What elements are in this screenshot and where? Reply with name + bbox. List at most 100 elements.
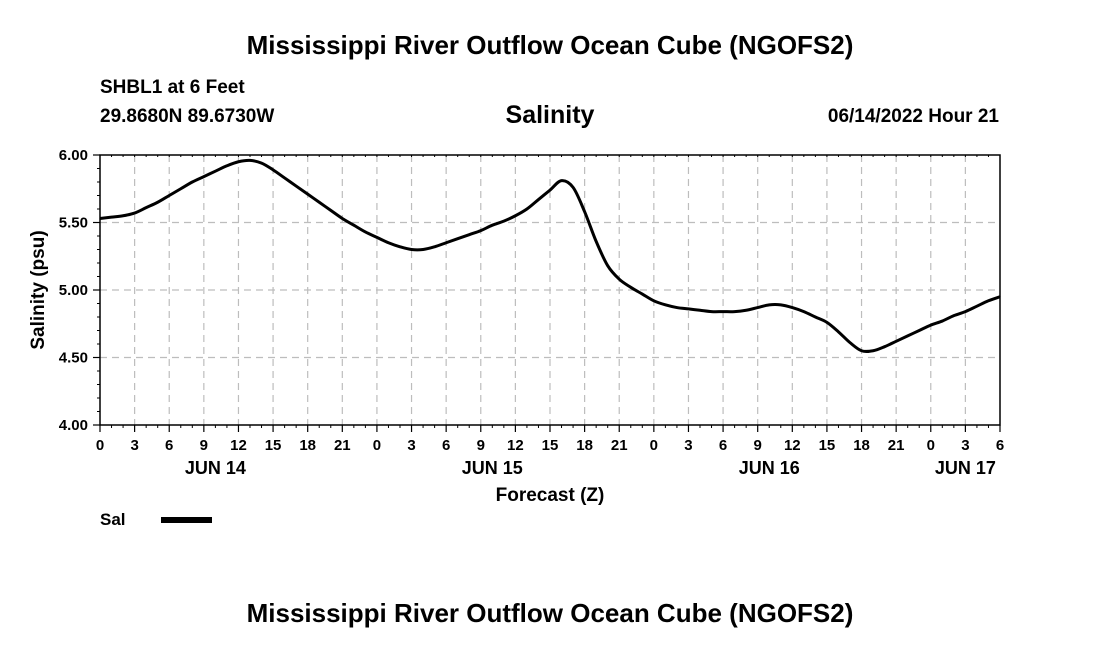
data-point <box>457 238 459 240</box>
x-tick-label: 0 <box>650 437 658 454</box>
x-tick-label: 15 <box>819 437 836 454</box>
data-point <box>330 209 332 211</box>
x-tick-label: 6 <box>165 437 173 454</box>
data-point <box>526 208 528 210</box>
station-label: SHBL1 at 6 Feet <box>100 77 245 98</box>
data-point <box>953 315 955 317</box>
data-point <box>434 246 436 248</box>
data-point <box>791 306 793 309</box>
data-point <box>122 215 124 217</box>
data-point <box>895 340 897 342</box>
data-point <box>145 207 147 209</box>
data-point <box>260 162 263 164</box>
y-tick-label: 6.00 <box>59 147 88 164</box>
x-tick-label: 15 <box>265 437 282 454</box>
data-point <box>803 311 805 313</box>
x-tick-label: 6 <box>719 437 727 454</box>
x-tick-label: 21 <box>611 437 628 454</box>
data-point <box>410 248 413 251</box>
x-tick-label: 3 <box>407 437 415 454</box>
data-point <box>618 278 620 280</box>
x-date-label: JUN 17 <box>935 458 996 478</box>
data-point <box>745 309 747 311</box>
data-point <box>237 161 240 163</box>
x-tick-label: 0 <box>96 437 104 454</box>
x-date-label: JUN 14 <box>185 458 246 478</box>
data-point <box>422 248 424 251</box>
data-point <box>884 346 886 348</box>
data-point <box>353 224 355 226</box>
x-date-label: JUN 16 <box>739 458 800 478</box>
legend-label: Sal <box>100 510 126 529</box>
data-point <box>964 311 966 313</box>
data-point <box>941 320 943 322</box>
grid-layer <box>100 155 1000 425</box>
data-point <box>203 176 205 178</box>
x-tick-label: 18 <box>299 437 316 454</box>
x-tick-label: 3 <box>130 437 138 454</box>
data-point <box>480 230 482 232</box>
data-point <box>191 181 193 183</box>
data-point <box>607 265 609 267</box>
data-point <box>780 304 782 306</box>
data-point <box>214 170 216 172</box>
y-tick-label: 4.00 <box>59 417 88 434</box>
data-point <box>226 165 228 167</box>
data-point <box>445 242 447 244</box>
x-tick-label: 18 <box>576 437 593 454</box>
data-point <box>180 188 182 190</box>
data-point <box>918 329 920 332</box>
data-point <box>514 215 516 217</box>
x-tick-label: 12 <box>230 437 247 454</box>
chart-title: Salinity <box>505 101 595 129</box>
station-coordinates: 29.8680N 89.6730W <box>100 106 275 127</box>
data-point <box>584 211 586 213</box>
data-point <box>687 308 690 310</box>
x-tick-label: 12 <box>784 437 801 454</box>
data-point <box>907 335 909 337</box>
data-point <box>630 286 632 288</box>
data-point <box>387 242 390 244</box>
data-point <box>468 234 470 236</box>
data-point <box>595 240 597 242</box>
chart-main-title: Mississippi River Outflow Ocean Cube (NG… <box>246 30 854 60</box>
data-point <box>168 194 170 197</box>
data-point <box>757 306 759 309</box>
data-point <box>134 212 136 214</box>
x-tick-label: 21 <box>334 437 351 454</box>
data-point <box>710 311 713 313</box>
data-point <box>491 224 493 226</box>
data-point <box>249 159 251 161</box>
legend-swatch <box>161 517 212 523</box>
data-point <box>653 300 655 302</box>
x-tick-label: 0 <box>373 437 381 454</box>
y-tick-label: 5.00 <box>59 282 88 299</box>
y-tick-label: 4.50 <box>59 350 88 367</box>
data-point <box>399 246 401 248</box>
x-tick-label: 9 <box>477 437 485 454</box>
data-point <box>860 350 863 352</box>
data-point <box>376 236 378 238</box>
data-point <box>676 306 678 309</box>
x-axis-label: Forecast (Z) <box>496 485 605 506</box>
tick-layer <box>93 154 1001 432</box>
data-point <box>976 305 978 307</box>
x-tick-label: 9 <box>754 437 762 454</box>
data-point <box>284 177 286 179</box>
data-point <box>837 331 840 333</box>
data-point <box>503 220 505 222</box>
x-tick-label: 9 <box>200 437 208 454</box>
forecast-datetime: 06/14/2022 Hour 21 <box>827 106 999 127</box>
data-point <box>768 304 770 306</box>
data-point <box>814 316 816 318</box>
x-date-label: JUN 15 <box>462 458 523 478</box>
data-point <box>572 186 574 188</box>
x-tick-label: 15 <box>542 437 559 454</box>
data-point <box>641 293 643 295</box>
axis-labels: Forecast (Z) Salinity (psu) 0 3 6 9 12 15 18 21… <box>28 147 1004 506</box>
data-point <box>560 180 563 182</box>
data-point <box>699 309 701 311</box>
y-axis-label: Salinity (psu) <box>28 230 49 349</box>
plot-frame <box>99 154 1001 426</box>
